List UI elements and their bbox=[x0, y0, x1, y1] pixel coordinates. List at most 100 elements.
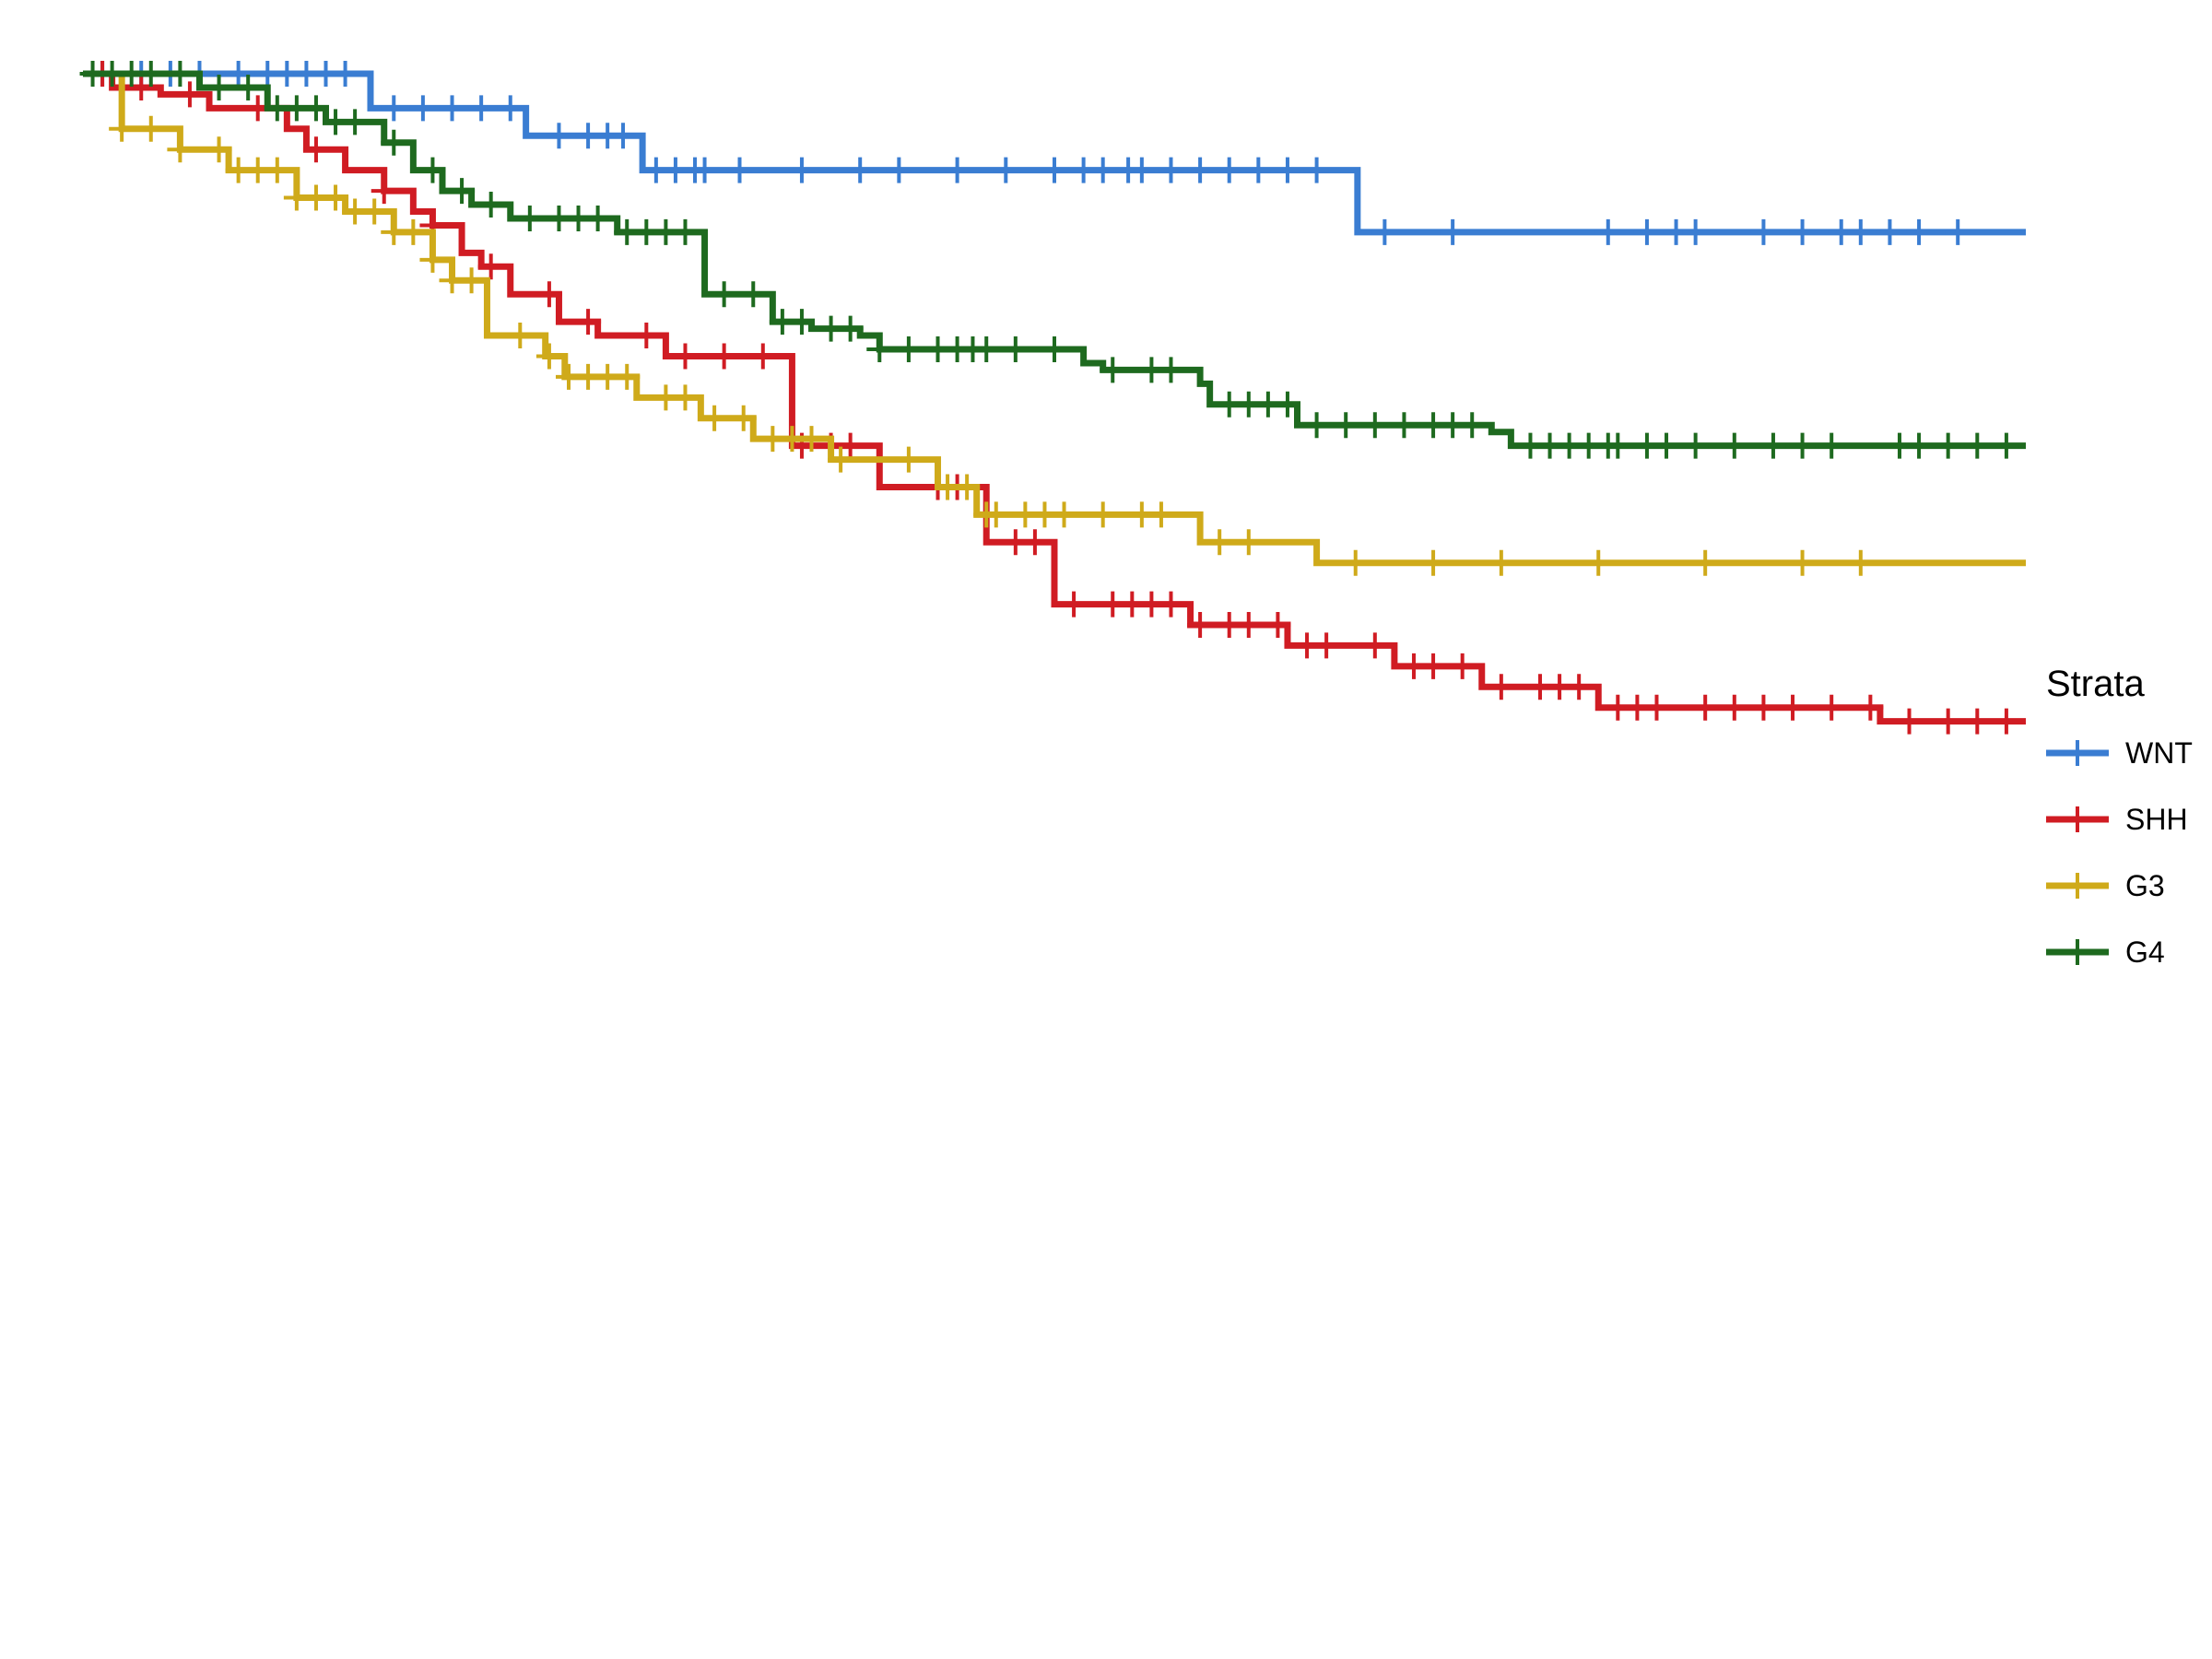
censor-mark-shh bbox=[1964, 708, 1991, 735]
censor-mark-g4 bbox=[1391, 412, 1418, 439]
censor-mark-wnt bbox=[546, 123, 572, 149]
censor-mark-g4 bbox=[584, 205, 611, 231]
censor-mark-g3 bbox=[1235, 529, 1262, 556]
censor-mark-wnt bbox=[1877, 218, 1903, 245]
censor-mark-g3 bbox=[798, 426, 825, 453]
censor-mark-wnt bbox=[1158, 157, 1184, 183]
censor-mark-g3 bbox=[458, 267, 485, 294]
censor-mark-wnt bbox=[788, 157, 815, 183]
censor-mark-g3 bbox=[206, 136, 232, 163]
censor-mark-g4 bbox=[1682, 432, 1709, 459]
censor-mark-wnt bbox=[1789, 218, 1816, 245]
censor-mark-g4 bbox=[137, 61, 164, 87]
censor-mark-g3 bbox=[535, 343, 562, 370]
censor-mark-wnt bbox=[726, 157, 753, 183]
censor-mark-shh bbox=[371, 178, 397, 205]
censor-mark-shh bbox=[1021, 529, 1048, 556]
censor-mark-g4 bbox=[672, 218, 699, 245]
censor-mark-wnt bbox=[439, 95, 465, 122]
censor-mark-g4 bbox=[419, 157, 446, 183]
censor-mark-wnt bbox=[944, 157, 971, 183]
censor-mark-g4 bbox=[740, 281, 767, 308]
censor-mark-wnt bbox=[1682, 218, 1709, 245]
legend-key-g3 bbox=[2046, 873, 2109, 899]
censor-mark-g3 bbox=[828, 446, 854, 473]
survival-curve-shh bbox=[83, 70, 2026, 725]
censor-mark-g4 bbox=[1964, 432, 1991, 459]
censor-mark-shh bbox=[176, 81, 203, 108]
censor-mark-shh bbox=[1721, 694, 1747, 721]
censor-mark-wnt bbox=[468, 95, 495, 122]
censor-mark-g3 bbox=[954, 474, 981, 500]
survival-plot bbox=[79, 61, 2026, 735]
censor-mark-shh bbox=[1420, 653, 1447, 679]
censor-mark-g4 bbox=[477, 192, 504, 218]
censor-mark-g3 bbox=[672, 384, 699, 411]
legend-item-wnt: WNT bbox=[2046, 720, 2193, 786]
censor-mark-g4 bbox=[1041, 336, 1067, 362]
legend-key-shh bbox=[2046, 806, 2109, 832]
legend-key-wnt bbox=[2046, 740, 2109, 766]
censor-mark-shh bbox=[575, 309, 602, 335]
censor-mark-shh bbox=[302, 136, 329, 163]
censor-mark-shh bbox=[749, 343, 776, 370]
survival-curve-g3 bbox=[83, 70, 2026, 567]
censor-mark-wnt bbox=[1245, 157, 1272, 183]
censor-mark-shh bbox=[1857, 694, 1884, 721]
censor-mark-shh bbox=[1488, 674, 1514, 700]
survival-curve-g4 bbox=[83, 70, 2026, 450]
legend-item-shh: SHH bbox=[2046, 786, 2193, 853]
censor-mark-wnt bbox=[409, 95, 436, 122]
censor-mark-shh bbox=[1361, 632, 1388, 659]
censor-mark-g3 bbox=[895, 446, 922, 473]
censor-mark-g4 bbox=[1002, 336, 1029, 362]
censor-mark-g4 bbox=[1653, 432, 1680, 459]
censor-mark-wnt bbox=[1945, 218, 1971, 245]
censor-mark-g4 bbox=[973, 336, 1000, 362]
legend-key-g4 bbox=[2046, 939, 2109, 965]
censor-mark-g3 bbox=[109, 115, 135, 142]
censor-mark-shh bbox=[672, 343, 699, 370]
censor-mark-shh bbox=[1643, 694, 1670, 721]
censor-mark-g3 bbox=[323, 184, 349, 211]
censor-mark-g3 bbox=[361, 198, 388, 225]
censor-mark-g3 bbox=[137, 115, 164, 142]
censor-mark-g3 bbox=[507, 323, 534, 349]
censor-mark-wnt bbox=[497, 95, 524, 122]
censor-mark-g3 bbox=[167, 136, 194, 163]
censor-mark-shh bbox=[633, 323, 660, 349]
censor-mark-g4 bbox=[895, 336, 922, 362]
censor-mark-g3 bbox=[1342, 549, 1369, 576]
legend-item-g4: G4 bbox=[2046, 919, 2193, 985]
series-g3 bbox=[83, 70, 2026, 576]
censor-mark-g4 bbox=[1906, 432, 1933, 459]
censor-mark-shh bbox=[535, 281, 562, 308]
censor-mark-g3 bbox=[264, 157, 290, 183]
censor-mark-shh bbox=[1235, 612, 1262, 638]
censor-mark-wnt bbox=[1750, 218, 1777, 245]
censor-mark-wnt bbox=[1633, 218, 1660, 245]
series-wnt bbox=[83, 61, 2026, 245]
censor-mark-wnt bbox=[1847, 218, 1874, 245]
censor-mark-wnt bbox=[1440, 218, 1466, 245]
censor-mark-wnt bbox=[886, 157, 912, 183]
censor-mark-g4 bbox=[1935, 432, 1961, 459]
legend-title: Strata bbox=[2046, 664, 2145, 704]
censor-mark-g4 bbox=[1274, 391, 1300, 418]
censor-mark-wnt bbox=[1274, 157, 1300, 183]
censor-mark-g4 bbox=[167, 61, 194, 87]
censor-mark-shh bbox=[837, 432, 864, 459]
censor-mark-shh bbox=[1896, 708, 1923, 735]
censor-mark-g4 bbox=[1303, 412, 1330, 439]
censor-mark-g4 bbox=[866, 336, 893, 362]
censor-mark-g3 bbox=[1206, 529, 1233, 556]
censor-mark-shh bbox=[1566, 674, 1593, 700]
censor-mark-shh bbox=[1692, 694, 1719, 721]
censor-mark-g3 bbox=[1789, 549, 1816, 576]
censor-mark-g4 bbox=[1459, 412, 1486, 439]
censor-mark-g4 bbox=[342, 109, 369, 135]
censor-mark-g3 bbox=[1847, 549, 1874, 576]
censor-mark-shh bbox=[1187, 612, 1214, 638]
censor-mark-g4 bbox=[302, 95, 329, 122]
censor-mark-g4 bbox=[1100, 357, 1126, 383]
